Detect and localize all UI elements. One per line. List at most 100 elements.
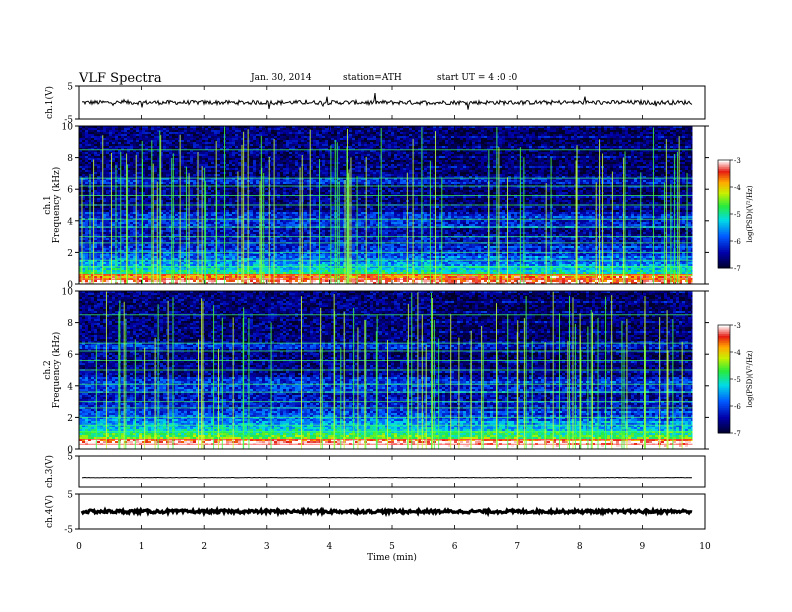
ch1-spec-cell bbox=[103, 200, 106, 202]
ch1-spec-cell bbox=[121, 222, 124, 224]
ch1-spec-cell bbox=[103, 168, 106, 170]
ch1-spec-cell bbox=[97, 248, 100, 250]
ch1-spec-cell bbox=[112, 264, 115, 266]
ch1-spec-cell bbox=[97, 254, 100, 256]
ch1-spec-cell bbox=[121, 174, 124, 176]
ch1-spec-cell bbox=[94, 128, 97, 130]
ch1-spec-cell bbox=[106, 172, 109, 174]
ch1-spec-cell bbox=[112, 142, 115, 144]
ch1-spec-cell bbox=[118, 132, 121, 134]
ch1-spec-cell bbox=[103, 264, 106, 266]
ch1-spec-cell bbox=[103, 276, 106, 278]
ch1-spec-cell bbox=[121, 132, 124, 134]
ch1-spec-cell bbox=[106, 170, 109, 172]
ch1-spec-cell bbox=[85, 162, 88, 164]
ch1-wave-ylabel: ch.1(V) bbox=[44, 86, 55, 119]
ch1-spec-cell bbox=[109, 128, 112, 130]
ch1-spec-cell bbox=[88, 222, 91, 224]
ch1-spec-cell bbox=[106, 162, 109, 164]
ch1-spec-cell bbox=[85, 138, 88, 140]
ch1-spec-cell bbox=[106, 214, 109, 216]
ch1-spec-cell bbox=[85, 192, 88, 194]
ch1-spec-cell bbox=[115, 136, 118, 138]
ch1-spec-cell bbox=[94, 246, 97, 248]
ch1-spec-cell bbox=[94, 262, 97, 264]
ch1-spec-cell bbox=[88, 230, 91, 232]
ch1-spec-cell bbox=[121, 158, 124, 160]
ch1-spec-cell bbox=[103, 128, 106, 130]
ch1-spec-cell bbox=[118, 138, 121, 140]
ch1-spec-cell bbox=[97, 152, 100, 154]
ch1-spec-cell bbox=[112, 270, 115, 272]
ch1-spec-cell bbox=[97, 246, 100, 248]
ch1-spec-cell bbox=[94, 238, 97, 240]
ch1-spec-cell bbox=[106, 154, 109, 156]
ch1-spec-cell bbox=[106, 136, 109, 138]
ch1-spec-cell bbox=[91, 138, 94, 140]
ch1-spec-cell bbox=[112, 280, 115, 282]
ch1-spec-cell bbox=[112, 216, 115, 218]
ch1-spec-cell bbox=[112, 208, 115, 210]
ch1-spec-cell bbox=[106, 164, 109, 166]
ch1-spec-cell bbox=[82, 146, 85, 148]
ch1-spec-cell bbox=[109, 136, 112, 138]
ch1-spec-cell bbox=[85, 256, 88, 258]
ch1-spec-cell bbox=[85, 154, 88, 156]
ch1-spec-cell bbox=[94, 152, 97, 154]
ch1-spec-cell bbox=[121, 280, 124, 282]
ch1-spec-cell bbox=[94, 132, 97, 134]
ch1-spec-cell bbox=[112, 162, 115, 164]
ch1-spec-cell bbox=[88, 228, 91, 230]
ch1-spec-cell bbox=[94, 174, 97, 176]
ch1-spec-cell bbox=[103, 130, 106, 132]
ch1-spec-cell bbox=[103, 150, 106, 152]
ch1-spec-cell bbox=[112, 158, 115, 160]
ch1-spec-cell bbox=[115, 160, 118, 162]
ch1-spec-cell bbox=[106, 212, 109, 214]
ch1-spec-cell bbox=[91, 134, 94, 136]
ch1-spec-cell bbox=[82, 174, 85, 176]
ch1-spec-cell bbox=[115, 268, 118, 270]
ch1-spec-cell bbox=[121, 262, 124, 264]
ch1-spec-cell bbox=[94, 198, 97, 200]
ch1-spec-cell bbox=[121, 160, 124, 162]
ch1-spec-cell bbox=[91, 142, 94, 144]
ch1-spec-cell bbox=[103, 216, 106, 218]
ch1-spec-cell bbox=[118, 134, 121, 136]
ch1-spec-cell bbox=[85, 246, 88, 248]
ch1-spec-cell bbox=[97, 146, 100, 148]
ch1-spec-cell bbox=[121, 264, 124, 266]
ch1-spec-cell bbox=[82, 166, 85, 168]
ch1-spec-cell bbox=[88, 142, 91, 144]
ch1-spec-cell bbox=[115, 200, 118, 202]
ch1-spec-cell bbox=[109, 132, 112, 134]
ch1-spec-cell bbox=[121, 130, 124, 132]
ch1-spec-cell bbox=[97, 256, 100, 258]
ch1-spec-cell bbox=[94, 220, 97, 222]
ch1-spec-cell bbox=[94, 202, 97, 204]
ch1-spec-cell bbox=[94, 146, 97, 148]
ch1-spec-cell bbox=[88, 224, 91, 226]
ch1-spec-cell bbox=[112, 192, 115, 194]
ch1-spec-cell bbox=[124, 144, 127, 146]
ch1-spec-cell bbox=[103, 270, 106, 272]
ch1-spec-cell bbox=[112, 150, 115, 152]
ch1-spec-cell bbox=[112, 212, 115, 214]
ch1-spec-cell bbox=[115, 206, 118, 208]
ch1-spec-cell bbox=[82, 136, 85, 138]
ch1-spec-cell bbox=[97, 234, 100, 236]
ch1-spec-cell bbox=[106, 228, 109, 230]
ch1-spec-cell bbox=[97, 140, 100, 142]
ch1-spec-cell bbox=[106, 198, 109, 200]
ch1-spec-cell bbox=[103, 192, 106, 194]
ch1-spec-cell bbox=[106, 158, 109, 160]
ch1-spec-cell bbox=[97, 142, 100, 144]
ch1-spec-cell bbox=[124, 138, 127, 140]
ch1-spec-cell bbox=[82, 162, 85, 164]
ch1-spec-cell bbox=[97, 172, 100, 174]
ch1-spec-cell bbox=[94, 168, 97, 170]
ch1-spec-cell bbox=[121, 192, 124, 194]
ch1-spec-cell bbox=[121, 142, 124, 144]
ch1-spec-cell bbox=[115, 158, 118, 160]
ch1-spec-cell bbox=[88, 132, 91, 134]
